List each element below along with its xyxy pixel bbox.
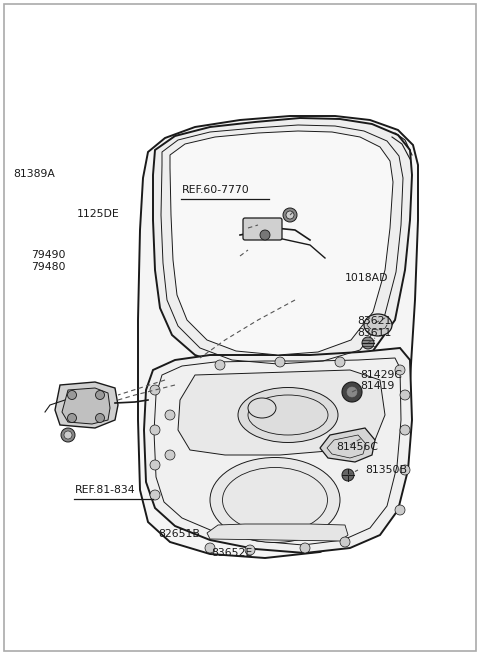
Text: 83652E: 83652E: [211, 548, 252, 559]
Circle shape: [400, 465, 410, 475]
Text: 79480: 79480: [31, 262, 66, 272]
Text: REF.81-834: REF.81-834: [74, 485, 135, 495]
Circle shape: [300, 543, 310, 553]
Circle shape: [61, 428, 75, 442]
Text: 1125DE: 1125DE: [77, 209, 120, 219]
Ellipse shape: [364, 314, 392, 336]
Circle shape: [347, 387, 357, 397]
Circle shape: [283, 208, 297, 222]
Text: 1018AD: 1018AD: [345, 273, 388, 284]
Text: 81350B: 81350B: [365, 465, 407, 476]
Circle shape: [96, 390, 105, 400]
Circle shape: [205, 543, 215, 553]
Ellipse shape: [238, 388, 338, 443]
Text: 83621: 83621: [358, 316, 392, 326]
Circle shape: [340, 537, 350, 547]
Circle shape: [400, 425, 410, 435]
Text: 81419: 81419: [360, 381, 395, 392]
Circle shape: [64, 431, 72, 439]
Polygon shape: [320, 428, 375, 462]
Circle shape: [68, 390, 76, 400]
Polygon shape: [55, 382, 118, 428]
Circle shape: [165, 410, 175, 420]
Circle shape: [275, 357, 285, 367]
Text: REF.60-7770: REF.60-7770: [181, 185, 249, 195]
Polygon shape: [207, 524, 348, 541]
Text: 81429C: 81429C: [360, 369, 402, 380]
Circle shape: [342, 469, 354, 481]
Circle shape: [260, 230, 270, 240]
Circle shape: [395, 505, 405, 515]
Polygon shape: [62, 388, 110, 424]
Polygon shape: [138, 116, 418, 558]
FancyBboxPatch shape: [243, 218, 282, 240]
Circle shape: [150, 490, 160, 500]
Text: 81456C: 81456C: [336, 441, 378, 452]
Text: 81389A: 81389A: [13, 168, 55, 179]
Circle shape: [150, 460, 160, 470]
Circle shape: [335, 357, 345, 367]
Polygon shape: [178, 370, 385, 455]
Polygon shape: [170, 131, 393, 355]
Polygon shape: [153, 118, 412, 372]
Circle shape: [215, 360, 225, 370]
Circle shape: [150, 425, 160, 435]
Circle shape: [96, 413, 105, 422]
Text: 83611: 83611: [358, 328, 392, 338]
Ellipse shape: [248, 398, 276, 418]
Text: 79490: 79490: [31, 250, 66, 261]
Circle shape: [245, 545, 255, 555]
Circle shape: [362, 337, 374, 349]
Circle shape: [400, 390, 410, 400]
Circle shape: [68, 413, 76, 422]
Circle shape: [342, 382, 362, 402]
Circle shape: [395, 365, 405, 375]
Circle shape: [150, 385, 160, 395]
Circle shape: [286, 211, 294, 219]
Circle shape: [165, 450, 175, 460]
Ellipse shape: [210, 457, 340, 542]
Text: 82651B: 82651B: [158, 529, 200, 539]
Polygon shape: [144, 348, 412, 553]
